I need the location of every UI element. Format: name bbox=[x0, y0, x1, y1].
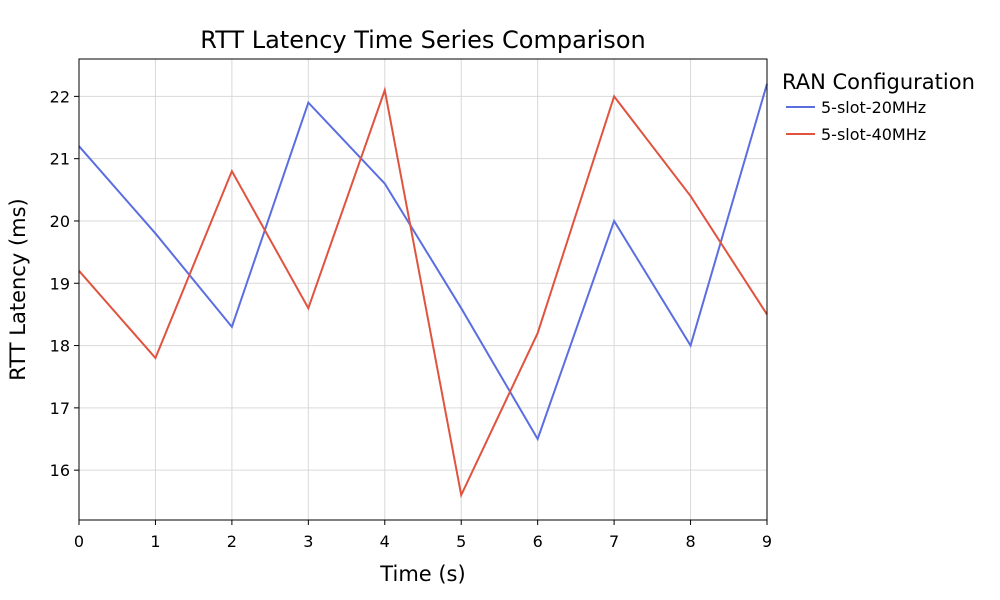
x-tick-label: 4 bbox=[380, 532, 390, 551]
axis-ticks: 0 1 2 3 4 5 6 7 8 9 16 17 18 19 20 21 22 bbox=[50, 87, 772, 551]
x-tick-label: 7 bbox=[609, 532, 619, 551]
y-tick-label: 19 bbox=[50, 274, 70, 293]
x-tick-label: 9 bbox=[762, 532, 772, 551]
y-axis-label: RTT Latency (ms) bbox=[6, 198, 30, 381]
x-tick-label: 2 bbox=[227, 532, 237, 551]
plot-area-frame bbox=[78, 58, 768, 521]
x-axis-label: Time (s) bbox=[379, 562, 465, 586]
legend-label: 5-slot-20MHz bbox=[821, 98, 926, 117]
series-lines bbox=[78, 83, 768, 499]
y-tick-label: 16 bbox=[50, 461, 70, 480]
series-line-5-slot-20MHz bbox=[78, 83, 768, 442]
x-tick-label: 5 bbox=[456, 532, 466, 551]
y-tick-label: 21 bbox=[50, 150, 70, 169]
legend-title: RAN Configuration bbox=[782, 70, 975, 94]
x-tick-label: 8 bbox=[685, 532, 695, 551]
x-tick-label: 1 bbox=[150, 532, 160, 551]
x-tick-label: 3 bbox=[303, 532, 313, 551]
x-tick-label: 0 bbox=[74, 532, 84, 551]
series-line-5-slot-40MHz bbox=[78, 86, 768, 499]
y-tick-label: 17 bbox=[50, 399, 70, 418]
legend-label: 5-slot-40MHz bbox=[821, 125, 926, 144]
y-tick-label: 20 bbox=[50, 212, 70, 231]
x-tick-label: 6 bbox=[533, 532, 543, 551]
legend: RAN Configuration 5-slot-20MHz 5-slot-40M… bbox=[782, 70, 975, 144]
y-tick-label: 18 bbox=[50, 337, 70, 356]
y-tick-label: 22 bbox=[50, 87, 70, 106]
chart-title: RTT Latency Time Series Comparison bbox=[200, 26, 645, 54]
